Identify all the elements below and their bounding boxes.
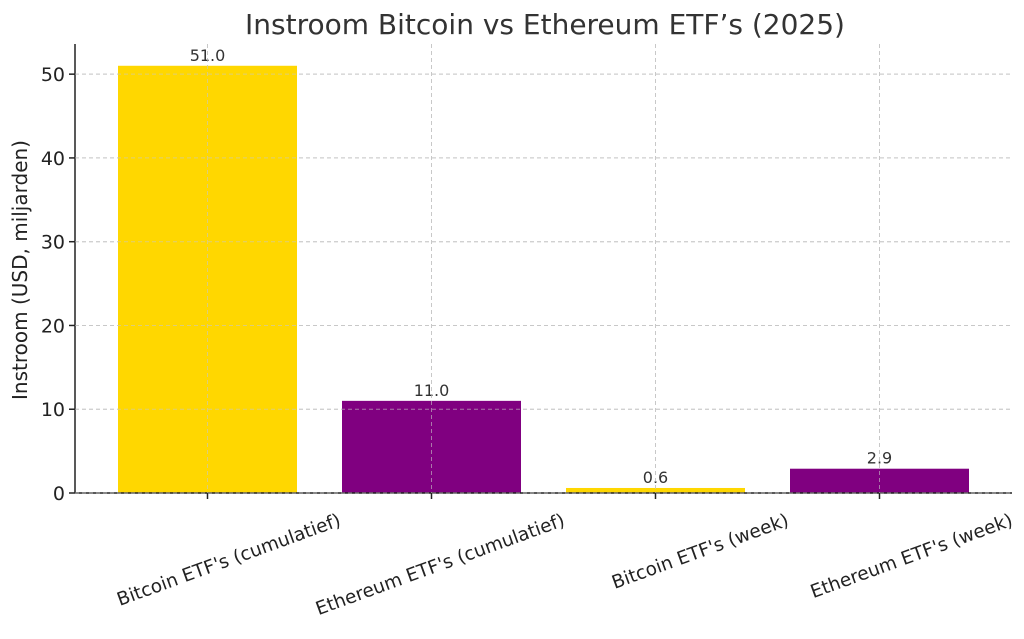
bars-layer [118,65,969,494]
x-tick-label: Bitcoin ETF's (cumulatief) [114,510,343,611]
y-tick-label: 10 [41,399,65,421]
y-tick-label: 40 [41,148,65,170]
y-axis-label: Instroom (USD, miljarden) [8,140,32,400]
chart-title: Instroom Bitcoin vs Ethereum ETF’s (2025… [245,8,845,41]
y-tick-label: 0 [53,483,65,505]
x-tick-label: Ethereum ETF's (cumulatief) [313,510,568,620]
y-tick-label: 20 [41,315,65,337]
y-tick-label: 50 [41,64,65,86]
x-tick-label: Bitcoin ETF's (week) [609,510,792,594]
bar-value-label: 0.6 [643,468,668,487]
bar-value-label: 51.0 [190,46,226,65]
x-tick-label: Ethereum ETF's (week) [808,510,1016,603]
y-tick-label: 30 [41,232,65,254]
bar [566,487,745,493]
